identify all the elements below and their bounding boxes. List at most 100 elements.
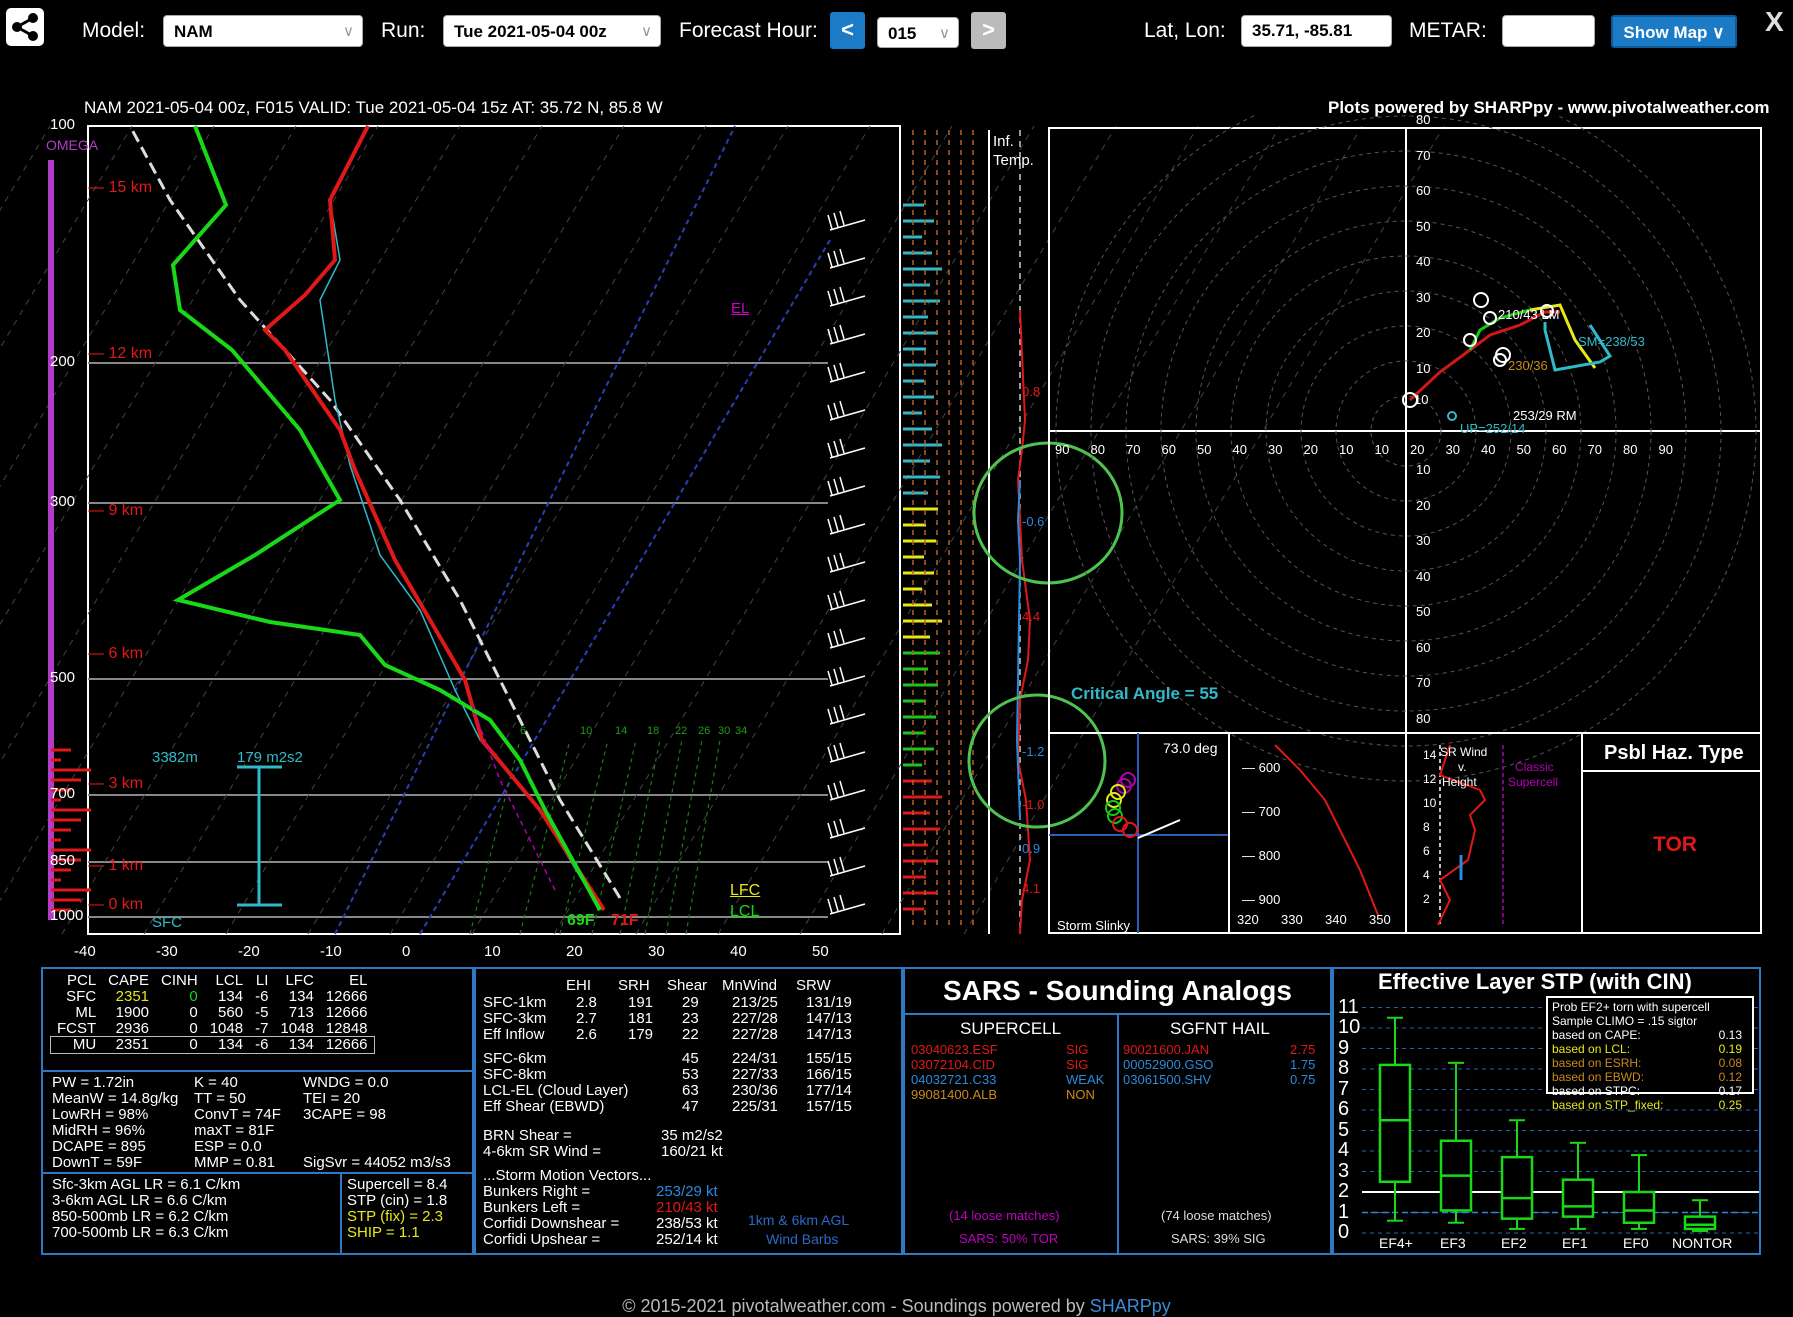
hodo-ring-label: 50	[1416, 218, 1431, 234]
sars-hail-size: 2.75	[1290, 1042, 1316, 1057]
kinematics-cell: Eff Inflow	[483, 1026, 545, 1043]
srwind46-value: 160/21 kt	[661, 1143, 723, 1160]
kinematics-cell: 2.6	[576, 1026, 597, 1043]
stp-legend-row: based on STPC: 0.17	[1552, 1084, 1748, 1098]
metar-input[interactable]	[1502, 15, 1595, 47]
sars-hail-size: 1.75	[1290, 1057, 1316, 1072]
parcel-cell: 134	[218, 988, 244, 1005]
hodo-ring-label: 70	[1416, 147, 1431, 163]
pressure-label: 1000	[50, 907, 84, 924]
inf-temp-value: 4.1	[1022, 881, 1041, 896]
lapse-divider	[43, 1172, 472, 1174]
index-line: PW = 1.72in	[52, 1074, 135, 1091]
index-line: SHIP = 1.1	[347, 1224, 420, 1241]
parcel-cell: 2351	[115, 1036, 150, 1053]
parcel-row: MU 2351 0 134 -6 134 12666	[50, 1036, 375, 1054]
stp-y-label: 2	[1338, 1180, 1350, 1202]
hazard-title: Psbl Haz. Type	[1604, 742, 1744, 764]
index-line	[303, 1139, 451, 1155]
model-label: Model:	[82, 19, 146, 42]
srwind-height-label: 10	[1423, 796, 1437, 810]
stp-y-label: 9	[1338, 1036, 1350, 1059]
kinematics-cell: 230/36	[732, 1082, 778, 1099]
stp-legend-row: based on ESRH: 0.08	[1552, 1056, 1748, 1070]
index-line: Sfc-3km AGL LR = 6.1 C/km	[52, 1176, 241, 1193]
stp-legend-value: 0.13	[1718, 1028, 1742, 1042]
sars-title: SARS - Sounding Analogs	[943, 975, 1292, 1006]
kinematics-cell: 166/15	[806, 1066, 852, 1083]
next-hour-button[interactable]: >	[971, 12, 1006, 49]
hodo-ring-label: 50	[1416, 604, 1431, 619]
footer: © 2015-2021 pivotalweather.com - Soundin…	[0, 1296, 1793, 1317]
hodo-ring-label: 20	[1416, 325, 1431, 340]
run-select[interactable]: Tue 2021-05-04 00z ∨	[443, 15, 661, 47]
show-map-button[interactable]: Show Map ∨	[1611, 15, 1737, 48]
hodo-x-tick: 20	[1303, 442, 1318, 457]
hodo-x-tick: 20	[1410, 442, 1425, 457]
slinky-label: Storm Slinky	[1057, 918, 1130, 933]
model-select[interactable]: NAM ∨	[163, 15, 363, 47]
hodo-x-tick: 10	[1374, 442, 1389, 457]
srwind46-label: 4-6km SR Wind =	[483, 1143, 601, 1160]
motion-value: 238/53 kt	[656, 1215, 718, 1232]
model-value: NAM	[174, 22, 213, 41]
index-line: ESP = 0.0	[194, 1138, 262, 1155]
index-line: LowRH = 98%	[52, 1106, 149, 1123]
theta-pressure-label: — 800	[1242, 848, 1281, 863]
sars-supercell-analog: 03072104.CID	[911, 1057, 995, 1072]
kinematics-cell: 45	[682, 1050, 699, 1067]
index-line: MeanW = 14.8g/kg	[52, 1090, 179, 1107]
kinematics-cell: 227/28	[732, 1010, 778, 1027]
parcel-cell: -7	[255, 1020, 269, 1037]
motion-label: Bunkers Left =	[483, 1199, 581, 1216]
sars-supercell-analog: 99081400.ALB	[911, 1087, 998, 1102]
run-label: Run:	[381, 19, 426, 42]
sars-hail-analog: 90021600.JAN	[1123, 1042, 1210, 1057]
critical-angle: Critical Angle = 55	[1071, 684, 1219, 703]
share-button[interactable]	[6, 8, 44, 46]
stp-x-label: EF0	[1623, 1235, 1649, 1251]
hail-sars: SARS: 39% SIG	[1171, 1231, 1266, 1246]
hodo-ring-label: 60	[1416, 639, 1431, 655]
index-line: WNDG = 0.0	[303, 1074, 389, 1091]
hodo-x-tick: 10	[1339, 442, 1354, 457]
sharppy-link[interactable]: SHARPpy	[1089, 1296, 1171, 1316]
prev-hour-button[interactable]: <	[830, 12, 865, 49]
theta-temp-label: 340	[1325, 912, 1347, 927]
hodo-x-tick: 60	[1161, 442, 1176, 457]
srwind-height-label: 6	[1423, 844, 1430, 858]
kinematics-cell: 131/19	[806, 994, 852, 1011]
temp-tick-label: -30	[156, 943, 178, 960]
parcel-cell: 713	[288, 1004, 314, 1021]
kinematics-cell: 47	[682, 1098, 699, 1115]
motion-label: Bunkers Right =	[483, 1183, 591, 1200]
classic-label-2: Supercell	[1508, 775, 1559, 789]
plot-header-right: Plots powered by SHARPpy - www.pivotalwe…	[1328, 98, 1770, 117]
srh-value: 179 m2s2	[237, 749, 303, 766]
close-button[interactable]: X	[1765, 6, 1784, 37]
plot-header-left: NAM 2021-05-04 00z, F015 VALID: Tue 2021…	[84, 98, 663, 117]
latlon-input[interactable]	[1241, 15, 1392, 47]
stp-x-label: EF2	[1501, 1235, 1527, 1251]
index-line: TEI = 20	[303, 1090, 361, 1107]
inf-temp-value: -1.0	[1022, 797, 1045, 812]
forecast-hour-select[interactable]: 015 ∨	[877, 17, 959, 48]
kinematics-cell: SFC-3km	[483, 1010, 547, 1027]
srwind-title-2: v.	[1458, 760, 1467, 774]
temp-tick-label: 50	[812, 943, 829, 960]
slinky-angle: 73.0 deg	[1163, 740, 1218, 756]
metar-label: METAR:	[1409, 19, 1487, 42]
stp-y-label: 5	[1338, 1118, 1350, 1141]
hodo-x-tick: 30	[1445, 442, 1460, 457]
kinematics-cell: 63	[682, 1082, 699, 1099]
height-label: — 3 km	[88, 775, 144, 792]
hodo-up-label: UP=252/14	[1460, 421, 1526, 436]
stp-legend-value: 0.25	[1718, 1098, 1742, 1112]
lapse-rates: Sfc-3km AGL LR = 6.1 C/km 3-6km AGL LR = …	[52, 1177, 240, 1241]
hodo-x-tick: 40	[1481, 442, 1496, 457]
index-line: 3-6km AGL LR = 6.6 C/km	[52, 1192, 227, 1209]
omega-label: OMEGA	[46, 137, 99, 153]
stp-legend-label: based on ESRH:	[1552, 1056, 1642, 1070]
inf-temp-title-1: Inf.	[993, 133, 1014, 150]
stp-y-label: 7	[1338, 1077, 1350, 1100]
